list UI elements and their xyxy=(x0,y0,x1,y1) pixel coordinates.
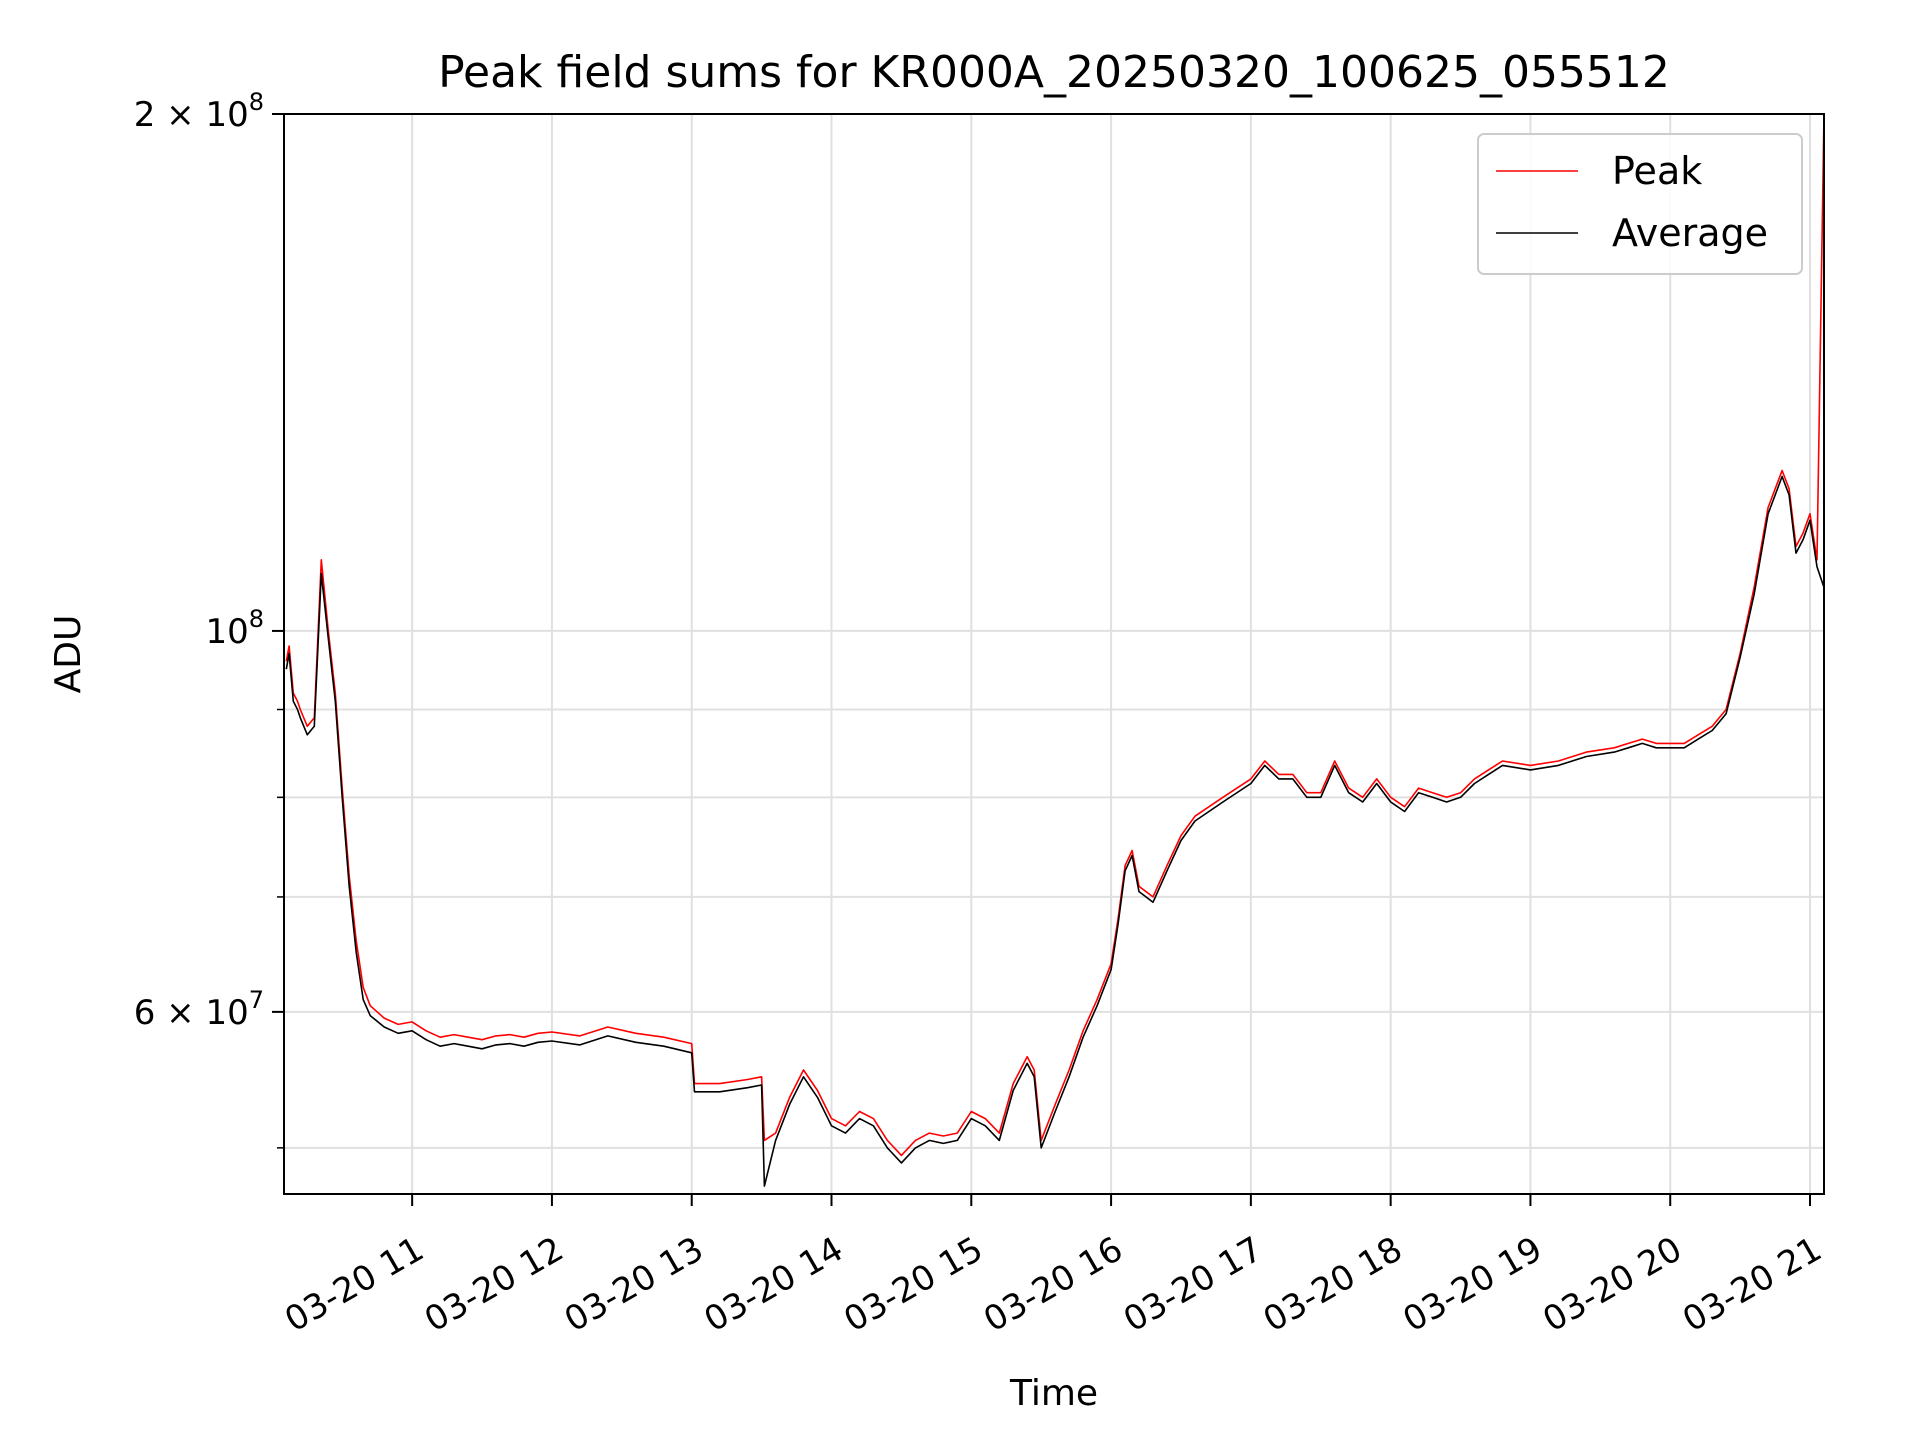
y-tick-label: 2 × 108 xyxy=(134,88,264,135)
legend-peak-label: Peak xyxy=(1612,149,1702,193)
chart-title: Peak field sums for KR000A_20250320_1006… xyxy=(438,47,1670,98)
y-tick-label: 6 × 107 xyxy=(134,986,264,1033)
grid xyxy=(284,113,1824,1194)
x-axis-label: Time xyxy=(1009,1373,1098,1414)
legend: Peak Average xyxy=(1477,133,1803,275)
series-line-average xyxy=(285,475,1825,1187)
series-line-peak xyxy=(285,113,1825,1157)
legend-average-label: Average xyxy=(1612,211,1768,255)
legend-box xyxy=(1477,133,1803,275)
plot-series xyxy=(285,113,1825,1187)
y-axis-label: ADU xyxy=(48,615,89,694)
plot-frame xyxy=(283,113,1825,1195)
